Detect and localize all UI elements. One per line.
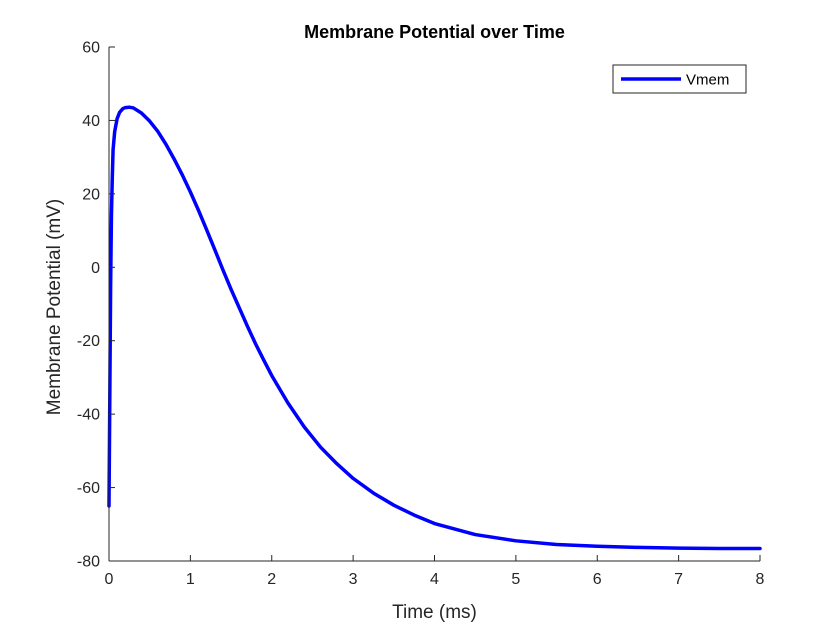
y-tick-label: -80 bbox=[77, 554, 100, 571]
x-tick-label: 6 bbox=[593, 571, 602, 588]
y-tick-label: -60 bbox=[77, 480, 100, 497]
y-tick-label: 60 bbox=[82, 40, 100, 57]
legend-label-vmem: Vmem bbox=[686, 72, 729, 89]
y-axis-label: Membrane Potential (mV) bbox=[44, 199, 65, 415]
x-tick-label: 4 bbox=[430, 571, 439, 588]
plot-area bbox=[109, 47, 760, 561]
x-tick-label: 8 bbox=[756, 571, 765, 588]
y-tick-label: 20 bbox=[82, 186, 100, 203]
ticks: 0 1 2 3 4 5 6 7 8 -80 -60 -40 -20 0 20 40 60 bbox=[77, 40, 765, 589]
x-tick-label: 7 bbox=[674, 571, 683, 588]
x-tick-label: 3 bbox=[349, 571, 358, 588]
series-group bbox=[107, 105, 762, 551]
y-tick-label: -20 bbox=[77, 333, 100, 350]
chart-title: Membrane Potential over Time bbox=[304, 22, 565, 42]
y-tick-label: 0 bbox=[91, 260, 100, 277]
series-line-vmem bbox=[107, 105, 762, 551]
x-tick-label: 1 bbox=[186, 571, 195, 588]
x-tick-label: 2 bbox=[267, 571, 276, 588]
x-axis-label: Time (ms) bbox=[392, 602, 477, 623]
x-tick-label: 0 bbox=[105, 571, 114, 588]
y-tick-label: -40 bbox=[77, 407, 100, 424]
legend: Vmem bbox=[612, 64, 747, 94]
y-tick-label: 40 bbox=[82, 113, 100, 130]
x-tick-label: 5 bbox=[511, 571, 520, 588]
